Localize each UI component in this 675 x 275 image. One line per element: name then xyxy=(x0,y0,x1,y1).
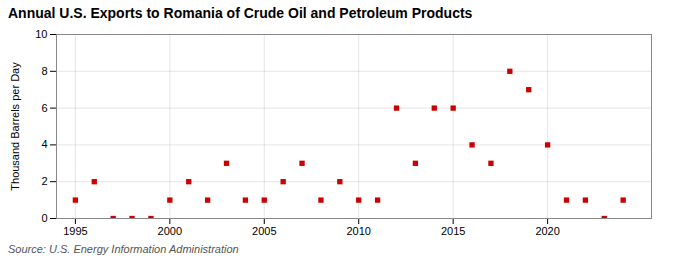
svg-text:2010: 2010 xyxy=(346,225,370,237)
svg-text:8: 8 xyxy=(41,65,47,77)
svg-text:2: 2 xyxy=(41,175,47,187)
svg-text:6: 6 xyxy=(41,102,47,114)
svg-text:1995: 1995 xyxy=(63,225,87,237)
html-text:Source: U.S. Energy Informatio: Source: U.S. Energy Information Administ… xyxy=(8,243,239,255)
svg-text:2000: 2000 xyxy=(158,225,182,237)
html-text:Annual U.S. Exports to Romania: Annual U.S. Exports to Romania of Crude … xyxy=(8,5,473,21)
svg-text:0: 0 xyxy=(41,212,47,224)
svg-text:2015: 2015 xyxy=(441,225,465,237)
svg-text:4: 4 xyxy=(41,138,47,150)
svg-text:Thousand Barrels per Day: Thousand Barrels per Day xyxy=(9,62,21,191)
svg-text:10: 10 xyxy=(35,28,47,40)
svg-text:2020: 2020 xyxy=(535,225,559,237)
svg-text:2005: 2005 xyxy=(252,225,276,237)
